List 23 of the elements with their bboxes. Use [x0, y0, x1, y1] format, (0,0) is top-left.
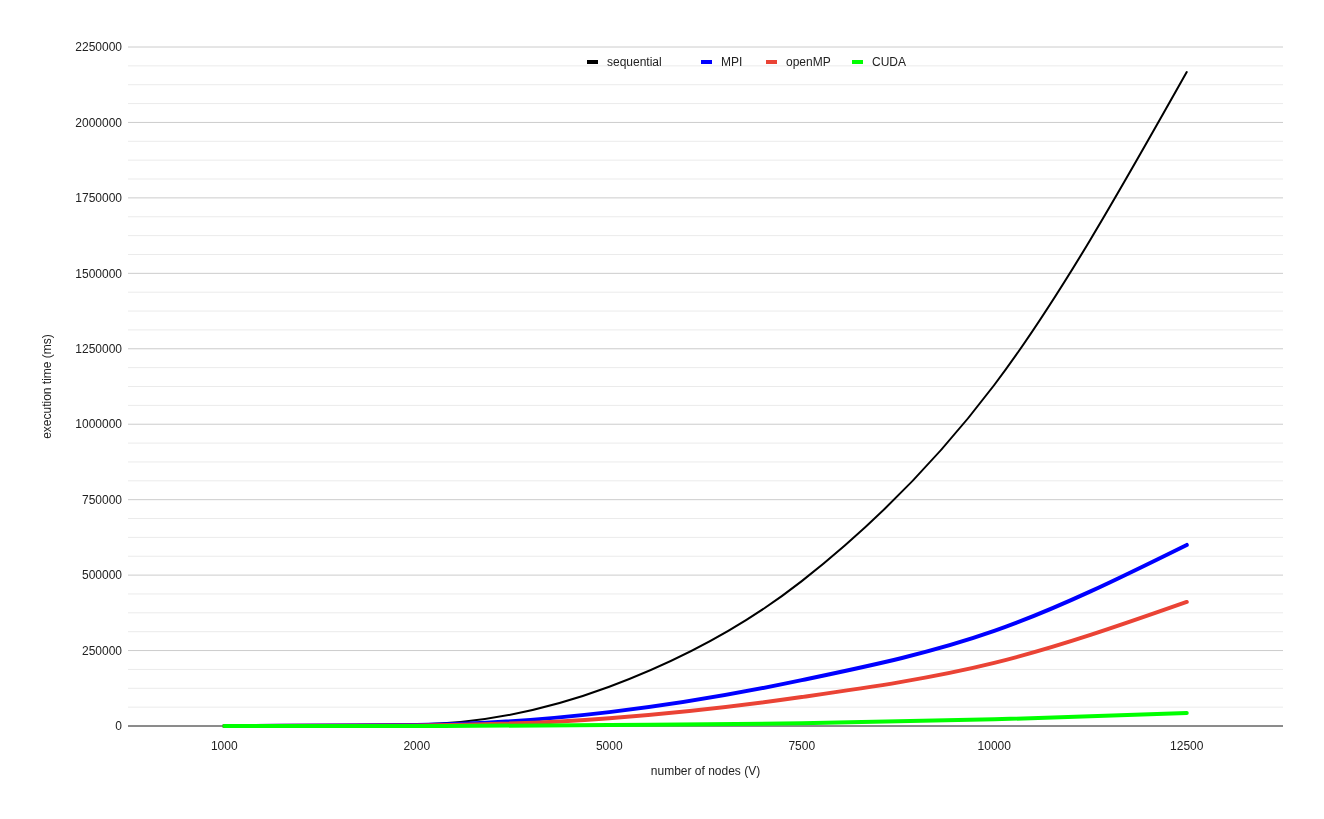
line-series [222, 711, 1189, 728]
x-tick-label: 1000 [210, 739, 238, 754]
x-tick-label: 12500 [1170, 739, 1204, 754]
y-axis-title: execution time (ms) [40, 334, 54, 439]
y-tick-label: 500000 [81, 568, 123, 583]
x-tick-label: 5000 [595, 739, 623, 754]
x-tick-label: 7500 [788, 739, 816, 754]
legend-label: openMP [786, 55, 831, 70]
y-tick-label: 1000000 [75, 417, 123, 432]
y-tick-label: 1750000 [75, 191, 123, 206]
y-tick-label: 0 [115, 719, 123, 734]
y-tick-label: 750000 [81, 492, 123, 507]
y-tick-label: 250000 [81, 643, 123, 658]
legend-label: sequential [607, 55, 662, 70]
x-axis-title: number of nodes (V) [650, 764, 761, 778]
y-tick-label: 2000000 [75, 115, 123, 130]
y-tick-label: 1250000 [75, 341, 123, 356]
x-tick-label: 2000 [403, 739, 431, 754]
y-tick-label: 2250000 [75, 40, 123, 55]
x-tick-label: 10000 [977, 739, 1012, 754]
legend-label: MPI [721, 55, 743, 70]
legend-label: CUDA [872, 55, 907, 70]
y-tick-label: 1500000 [75, 266, 123, 281]
